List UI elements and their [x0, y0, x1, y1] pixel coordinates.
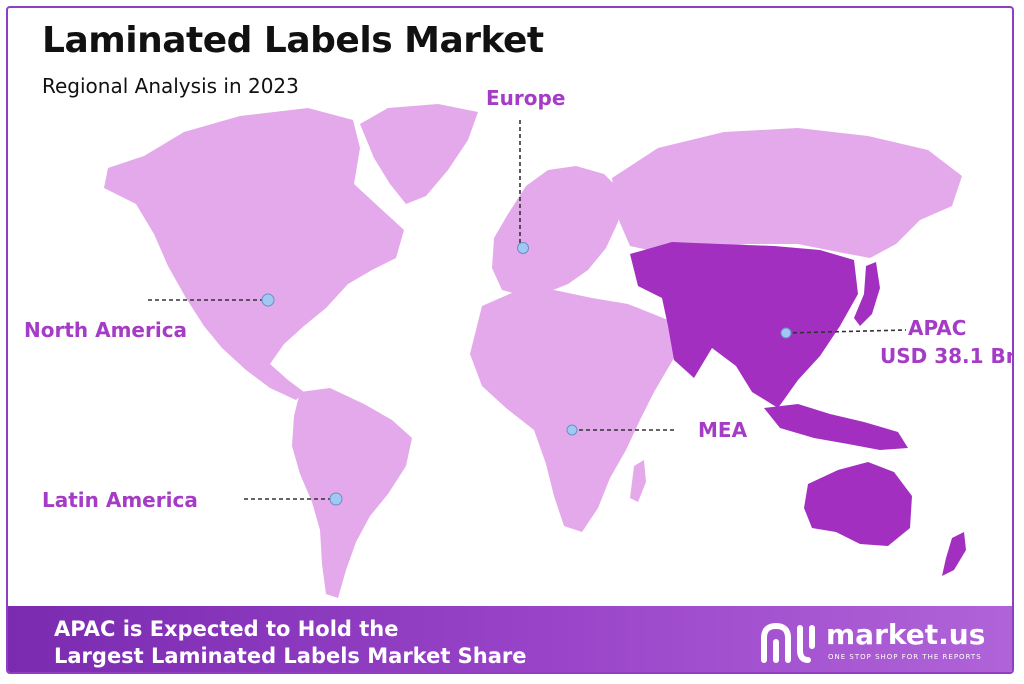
footer-headline-line2: Largest Laminated Labels Market Share — [54, 644, 527, 668]
latin-america-shape — [292, 388, 412, 598]
page-title: Laminated Labels Market — [42, 20, 544, 61]
australia-shape — [804, 462, 912, 546]
apac-marker — [780, 327, 792, 339]
brand-tagline: ONE STOP SHOP FOR THE REPORTS — [828, 653, 982, 661]
europe-shape — [492, 166, 624, 296]
infographic-frame: Laminated Labels Market Regional Analysi… — [6, 6, 1014, 674]
southeast-asia-islands-shape — [764, 404, 908, 450]
japan-shape — [854, 262, 880, 326]
north-america-shape — [104, 108, 404, 400]
apac-leader-line — [785, 329, 907, 334]
europe-marker — [517, 242, 529, 254]
mea-shape — [470, 290, 674, 532]
world-map — [104, 104, 966, 598]
europe-label: Europe — [486, 86, 566, 110]
apac-value-label: USD 38.1 Bn — [880, 344, 1014, 368]
footer-headline-line1: APAC is Expected to Hold the — [54, 617, 399, 641]
mea-marker — [566, 424, 578, 436]
latin-america-marker — [329, 492, 343, 506]
latin-america-label: Latin America — [42, 488, 198, 512]
footer-banner: APAC is Expected to Hold the Largest Lam… — [8, 606, 1012, 672]
mea-label: MEA — [698, 418, 748, 442]
north-america-marker — [261, 293, 275, 307]
brand-name: market.us — [826, 618, 986, 651]
north-asia-shape — [612, 128, 962, 258]
madagascar-shape — [630, 460, 646, 502]
apac-shape — [630, 242, 858, 408]
market-us-logo-icon — [761, 622, 815, 663]
page-subtitle: Regional Analysis in 2023 — [42, 74, 299, 98]
apac-label: APAC — [908, 316, 967, 340]
new-zealand-shape — [942, 532, 966, 576]
north-america-label: North America — [24, 318, 188, 342]
greenland-shape — [360, 104, 478, 204]
